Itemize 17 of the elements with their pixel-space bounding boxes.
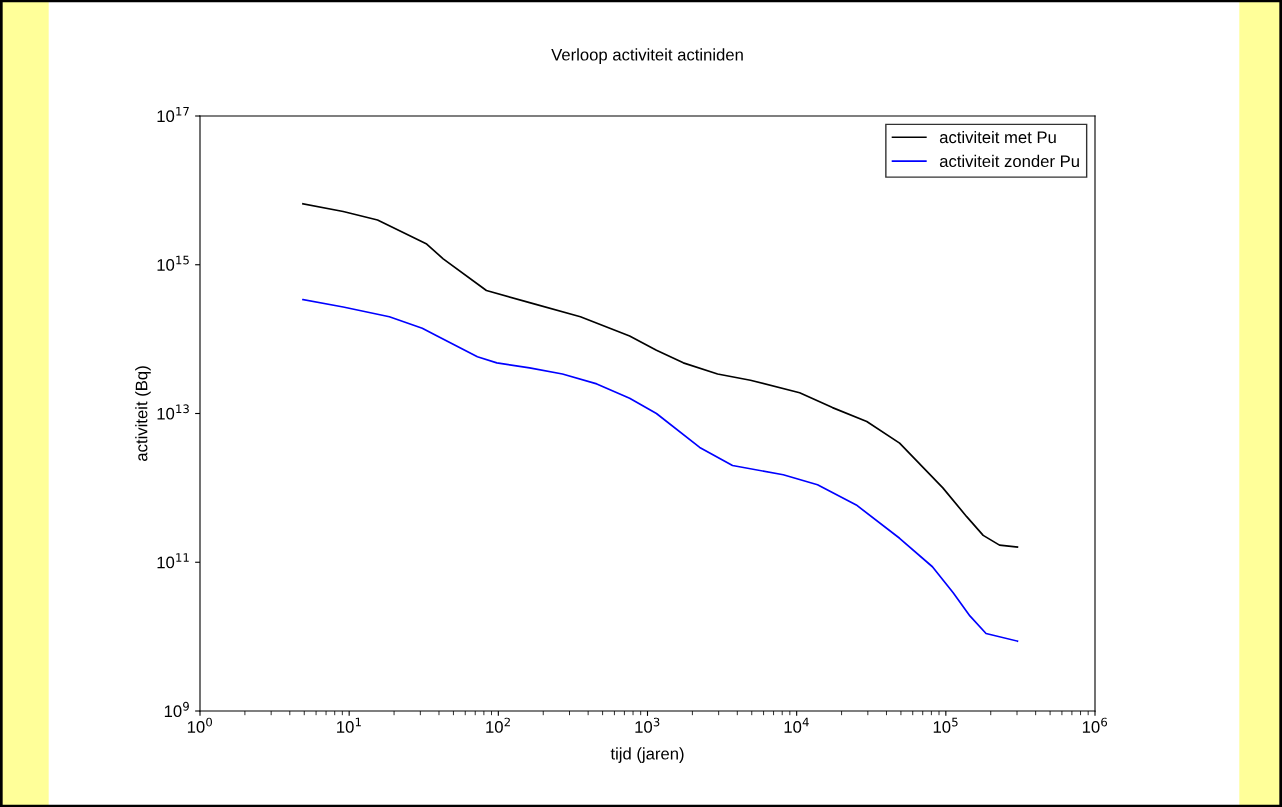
x-tick-label: 10$^{1}$ [337,717,361,733]
y-tick-label: 10$^{13}$ [157,404,189,420]
x-tick-label: 10$^{6}$ [1082,717,1108,733]
y-tick-label: 10$^{17}$ [157,107,189,123]
x-tick-label: 10$^{0}$ [187,717,213,733]
x-axis-title: tijd (jaren) [610,747,684,763]
y-axis-title: activiteit (Bq) [135,366,151,461]
legend-label: activiteit met Pu [939,131,1056,144]
y-tick-label: 10$^{15}$ [157,255,189,271]
x-tick-label: 10$^{5}$ [933,717,958,733]
chart-title: Verloop activiteit actiniden [551,48,743,64]
y-tick-label: 10$^{9}$ [164,701,189,718]
x-tick-label: 10$^{3}$ [635,717,660,733]
x-tick-label: 10$^{2}$ [486,717,510,733]
y-tick-label: 10$^{11}$ [157,553,189,569]
legend-label: activiteit zonder Pu [939,154,1079,168]
x-tick-label: 10$^{4}$ [784,717,809,733]
